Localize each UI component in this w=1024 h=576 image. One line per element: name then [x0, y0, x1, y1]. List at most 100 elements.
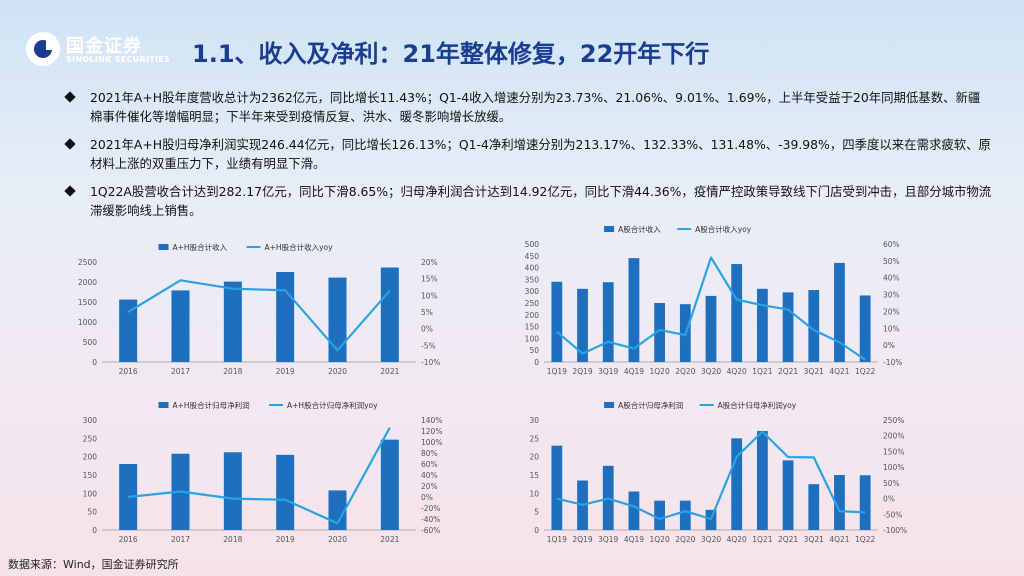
bar — [276, 454, 295, 530]
legend-bar-swatch — [158, 244, 169, 250]
y2-tick-label: 15% — [421, 275, 438, 284]
bullet-item: 2021年A+H股归母净利润实现246.44亿元，同比增长126.13%；Q1-… — [62, 135, 992, 173]
y-tick-label: 100 — [83, 489, 98, 498]
y2-tick-label: 150% — [883, 447, 904, 456]
y2-tick-label: -50% — [883, 510, 902, 519]
y2-tick-label: 0% — [883, 341, 895, 350]
bar — [782, 292, 794, 362]
x-tick-label: 2017 — [171, 535, 190, 544]
y-tick-label: 1500 — [78, 298, 97, 307]
bar — [859, 475, 871, 530]
bar — [223, 281, 242, 362]
x-tick-label: 4Q20 — [727, 367, 747, 376]
legend-bar-label: A+H股合计归母净利润 — [173, 400, 250, 410]
y-tick-label: 150 — [525, 323, 540, 332]
bar — [577, 288, 588, 362]
y2-tick-label: 40% — [421, 471, 438, 480]
chart-legend: A股合计收入 A股合计收入yoy — [604, 224, 752, 234]
y2-tick-label: 30% — [883, 291, 900, 300]
x-tick-label: 2020 — [328, 535, 347, 544]
x-tick-label: 2Q20 — [675, 535, 695, 544]
y-tick-label: 1000 — [78, 318, 97, 327]
y2-tick-label: 10% — [421, 291, 438, 300]
y-tick-label: 0 — [534, 358, 539, 367]
x-tick-label: 1Q22 — [855, 535, 875, 544]
chart-svg: A+H股合计收入 A+H股合计收入yoy 0 500 1000 1500 2000 2500 -… — [78, 242, 440, 376]
y-tick-label: 15 — [529, 471, 539, 480]
x-tick-label: 1Q19 — [547, 535, 567, 544]
y2-tick-label: 250% — [883, 416, 904, 425]
bar — [859, 295, 871, 362]
bar — [628, 491, 640, 530]
y-tick-label: 250 — [83, 434, 98, 443]
x-tick-label: 4Q19 — [624, 535, 644, 544]
y-tick-label: 0 — [92, 526, 97, 535]
chart-legend: A股合计归母净利润 A股合计归母净利润yoy — [604, 400, 797, 410]
page-title: 1.1、收入及净利：21年整体修复，22开年下行 — [192, 40, 710, 68]
legend-line-label: A股合计收入yoy — [695, 224, 752, 234]
x-tick-label: 2021 — [380, 535, 399, 544]
legend-bar-swatch — [604, 226, 615, 232]
bar — [782, 460, 794, 530]
bar — [731, 438, 743, 530]
x-tick-label: 2018 — [223, 367, 242, 376]
y2-tick-label: 50% — [883, 257, 900, 266]
y2-tick-label: 200% — [883, 432, 904, 441]
y2-tick-label: 60% — [883, 240, 900, 249]
bar — [223, 452, 242, 530]
x-tick-label: 1Q20 — [650, 367, 670, 376]
y2-tick-label: -100% — [883, 526, 907, 535]
x-tick-label: 1Q21 — [752, 535, 772, 544]
y2-tick-label: 0% — [883, 495, 895, 504]
legend-bar-swatch — [158, 402, 169, 408]
y-tick-label: 400 — [525, 264, 540, 273]
y-tick-label: 200 — [525, 311, 540, 320]
bar — [328, 277, 347, 362]
bar — [119, 299, 138, 362]
y2-tick-label: -20% — [421, 504, 440, 513]
legend-bar-label: A+H股合计收入 — [173, 242, 228, 252]
y-tick-label: 0 — [534, 526, 539, 535]
y-tick-label: 250 — [525, 299, 540, 308]
y2-tick-label: 100% — [421, 438, 442, 447]
y2-tick-label: 0% — [421, 325, 433, 334]
bullet-item: 2021年A+H股年度营收总计为2362亿元，同比增长11.43%；Q1-4收入… — [62, 88, 992, 126]
y2-tick-label: 0% — [421, 493, 433, 502]
diamond-bullet-icon — [64, 91, 76, 103]
annual-revenue-chart: A+H股合计收入 A+H股合计收入yoy 0 500 1000 1500 2000 2500 -… — [70, 240, 450, 380]
y-tick-label: 450 — [525, 252, 540, 261]
yoy-line — [127, 279, 391, 352]
y-tick-label: 2000 — [78, 278, 97, 287]
chart-svg: A+H股合计归母净利润 A+H股合计归母净利润yoy 0 50 100 150 200 250… — [83, 400, 443, 544]
bullet-text: 1Q22A股营收合计达到282.17亿元，同比下滑8.65%；归母净利润合计达到… — [90, 184, 992, 218]
x-tick-label: 3Q20 — [701, 535, 721, 544]
yoy-line — [128, 427, 391, 525]
x-tick-label: 4Q21 — [829, 367, 849, 376]
bar — [654, 500, 666, 530]
y2-tick-label: 20% — [421, 258, 438, 267]
y2-tick-label: 100% — [883, 463, 904, 472]
x-tick-label: 2017 — [171, 367, 190, 376]
y2-tick-label: -10% — [421, 358, 440, 367]
bar — [380, 439, 399, 530]
y-tick-label: 150 — [83, 471, 98, 480]
chart-svg: A股合计归母净利润 A股合计归母净利润yoy 0 5 10 15 20 25 30 -100% -5… — [529, 400, 907, 544]
chart-legend: A+H股合计归母净利润 A+H股合计归母净利润yoy — [158, 400, 378, 410]
y-tick-label: 100 — [525, 334, 540, 343]
y-tick-label: 5 — [534, 508, 539, 517]
x-tick-label: 2016 — [119, 367, 138, 376]
bar — [756, 431, 768, 530]
bar — [731, 264, 743, 362]
bar — [756, 288, 768, 362]
legend-line-label: A+H股合计收入yoy — [265, 242, 334, 252]
y-tick-label: 500 — [525, 240, 540, 249]
logo-name-cn: 国金证券 — [66, 36, 142, 57]
x-tick-label: 2019 — [276, 367, 295, 376]
bar — [551, 281, 563, 362]
y2-tick-label: 140% — [421, 416, 442, 425]
bullet-text: 2021年A+H股归母净利润实现246.44亿元，同比增长126.13%；Q1-… — [90, 137, 991, 171]
data-source-note: 数据来源：Wind，国金证券研究所 — [8, 558, 179, 571]
bar — [679, 500, 691, 530]
bullet-text: 2021年A+H股年度营收总计为2362亿元，同比增长11.43%；Q1-4收入… — [90, 90, 981, 124]
y2-tick-label: 40% — [883, 274, 900, 283]
